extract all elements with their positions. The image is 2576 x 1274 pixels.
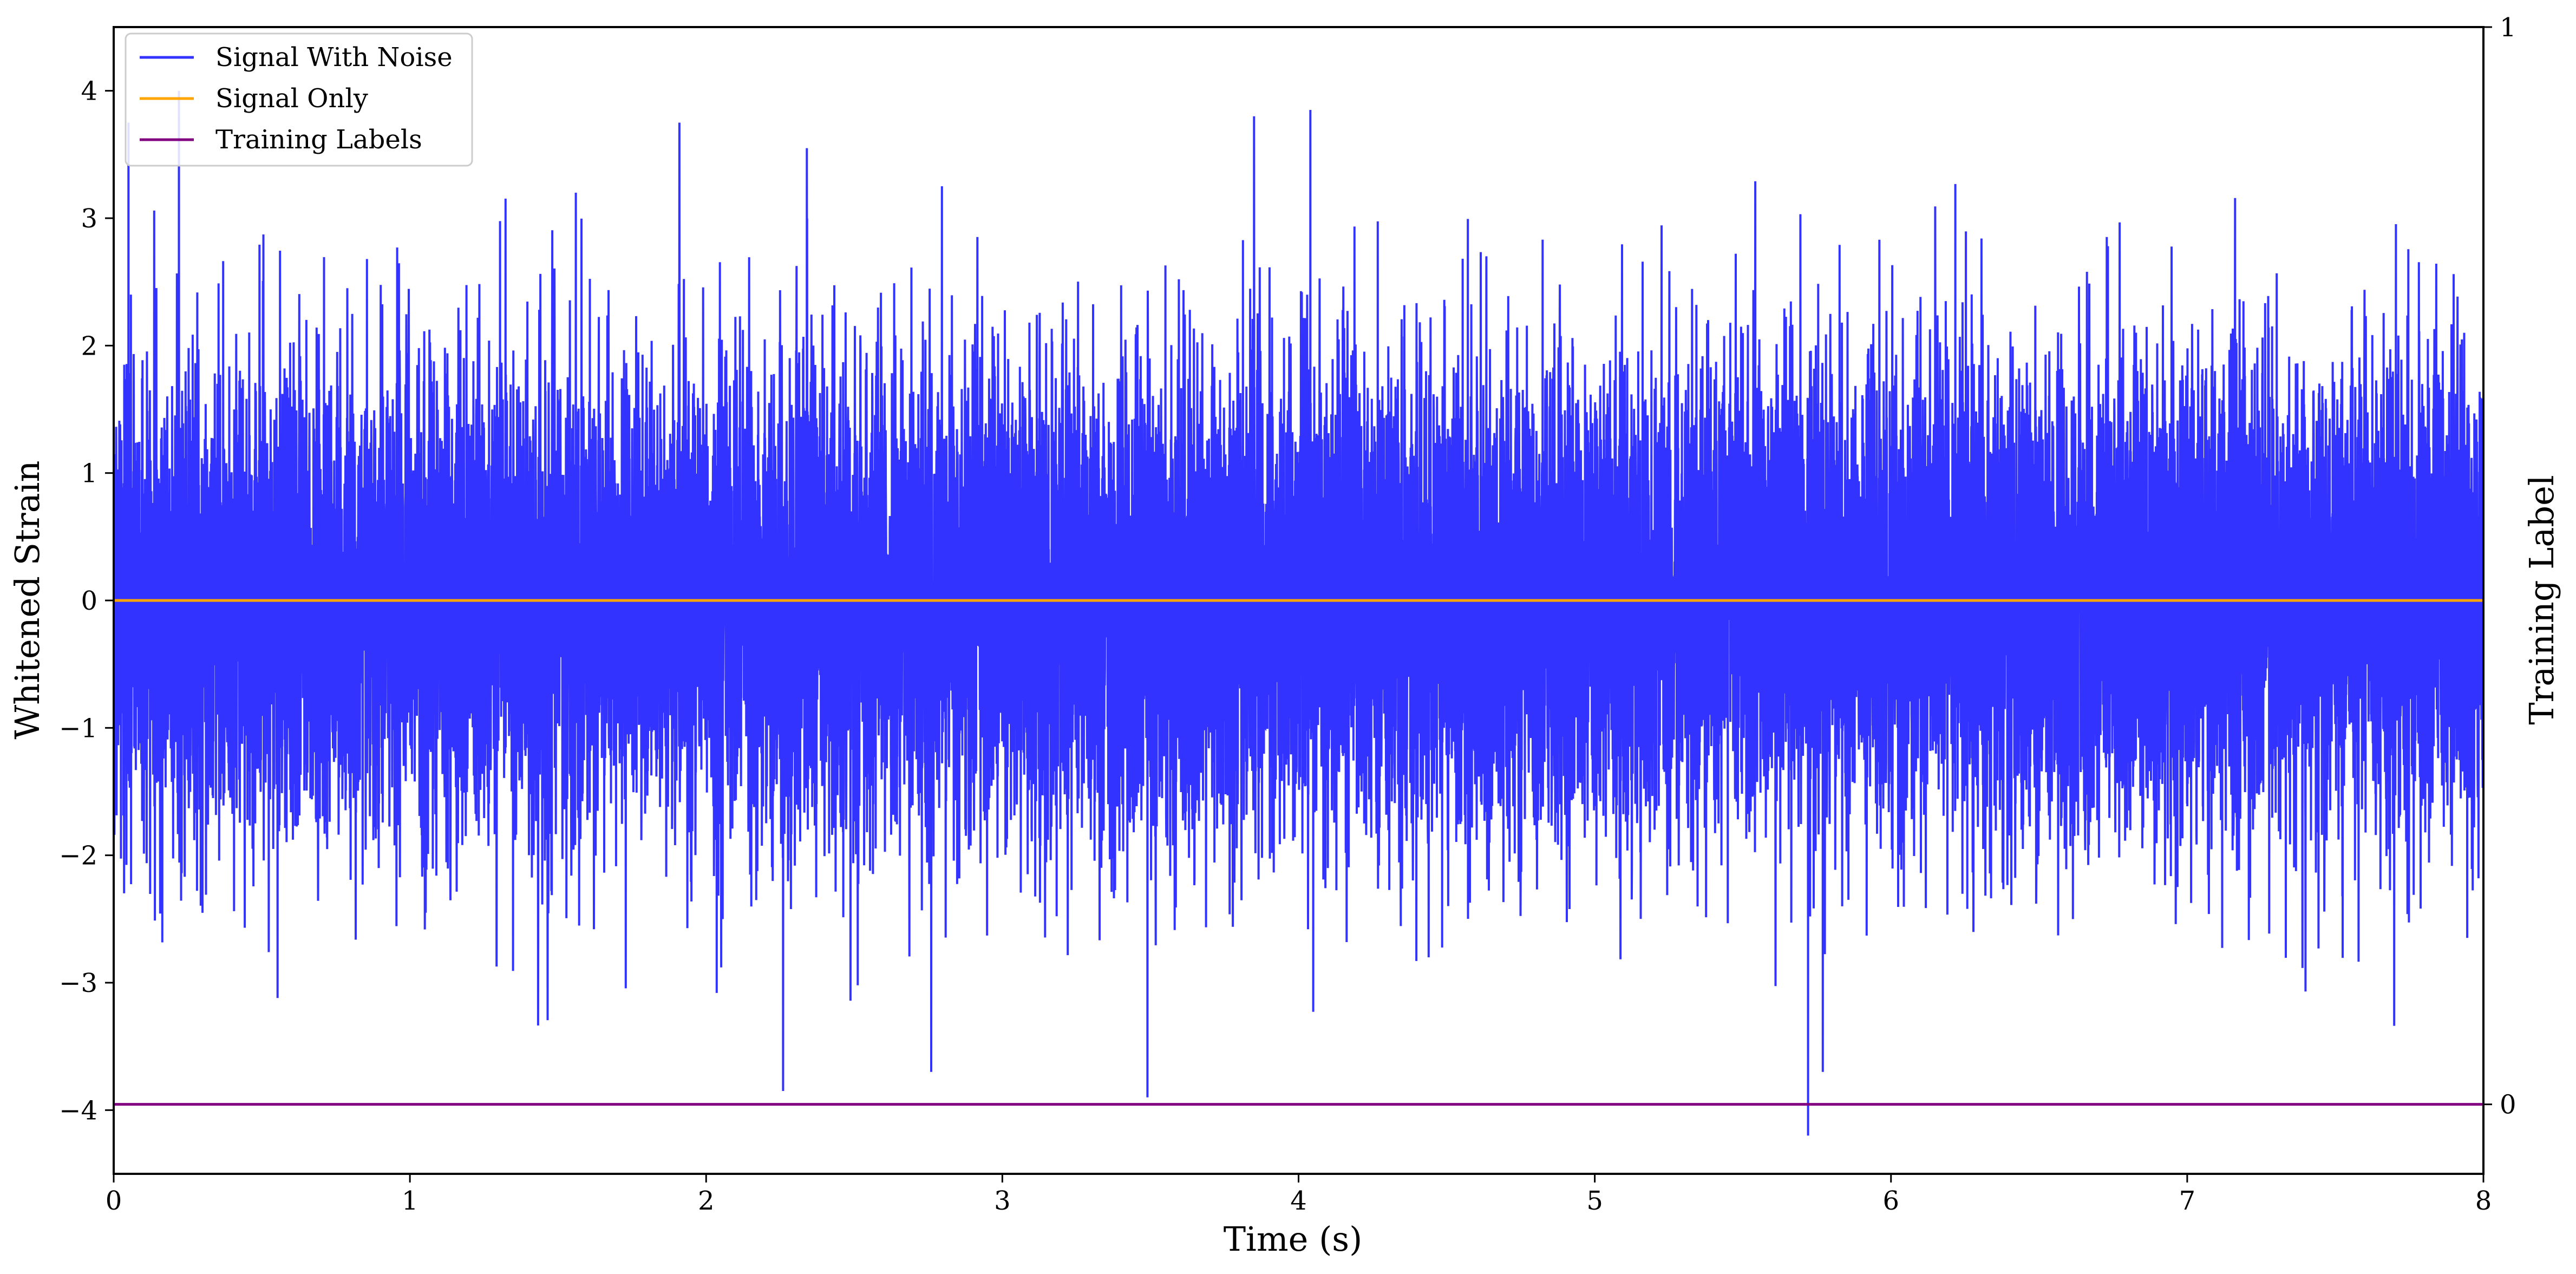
y-axis-label: Whitened Strain: [8, 461, 47, 740]
x-axis-ticks: 0 1 2 3 4 5 6 7 8: [106, 1174, 2492, 1216]
x-tick-label: 0: [106, 1186, 122, 1216]
y-tick-label: −4: [59, 1095, 97, 1126]
legend-label-training-labels: Training Labels: [215, 125, 422, 155]
x-axis-label: Time (s): [1224, 1219, 1363, 1259]
y-axis-ticks: −4 −3 −2 −1 0 1 2 3 4: [59, 76, 114, 1126]
y-tick-label: 1: [81, 459, 97, 489]
y-tick-label: 3: [81, 204, 97, 234]
y2-axis-ticks: 01: [2483, 12, 2516, 1120]
x-tick-label: 8: [2475, 1186, 2492, 1216]
plot-area: [113, 90, 2485, 1136]
legend-label-signal-with-noise: Signal With Noise: [215, 42, 453, 73]
y-tick-label: −1: [59, 713, 97, 743]
x-tick-label: 2: [698, 1186, 715, 1216]
legend-label-signal-only: Signal Only: [215, 83, 368, 114]
y-tick-label: −2: [59, 841, 97, 871]
y-tick-label: 4: [81, 76, 97, 107]
x-tick-label: 1: [402, 1186, 419, 1216]
x-tick-label: 7: [2179, 1186, 2196, 1216]
y2-tick-label: 1: [2500, 12, 2516, 43]
y-tick-label: 2: [81, 331, 97, 361]
x-tick-label: 3: [994, 1186, 1011, 1216]
y2-tick-label: 0: [2500, 1090, 2516, 1120]
x-tick-label: 5: [1586, 1186, 1603, 1216]
y2-axis-label: Training Label: [2522, 475, 2561, 724]
y-tick-label: −3: [59, 968, 97, 998]
legend: Signal With Noise Signal Only Training L…: [125, 32, 473, 167]
legend-box: [125, 32, 473, 167]
x-tick-label: 4: [1290, 1186, 1307, 1216]
x-tick-label: 6: [1882, 1186, 1899, 1216]
series-signal-with-noise: [113, 90, 2485, 1136]
y-tick-label: 0: [81, 586, 97, 616]
series-line-signal-with-noise: [113, 90, 2485, 1136]
